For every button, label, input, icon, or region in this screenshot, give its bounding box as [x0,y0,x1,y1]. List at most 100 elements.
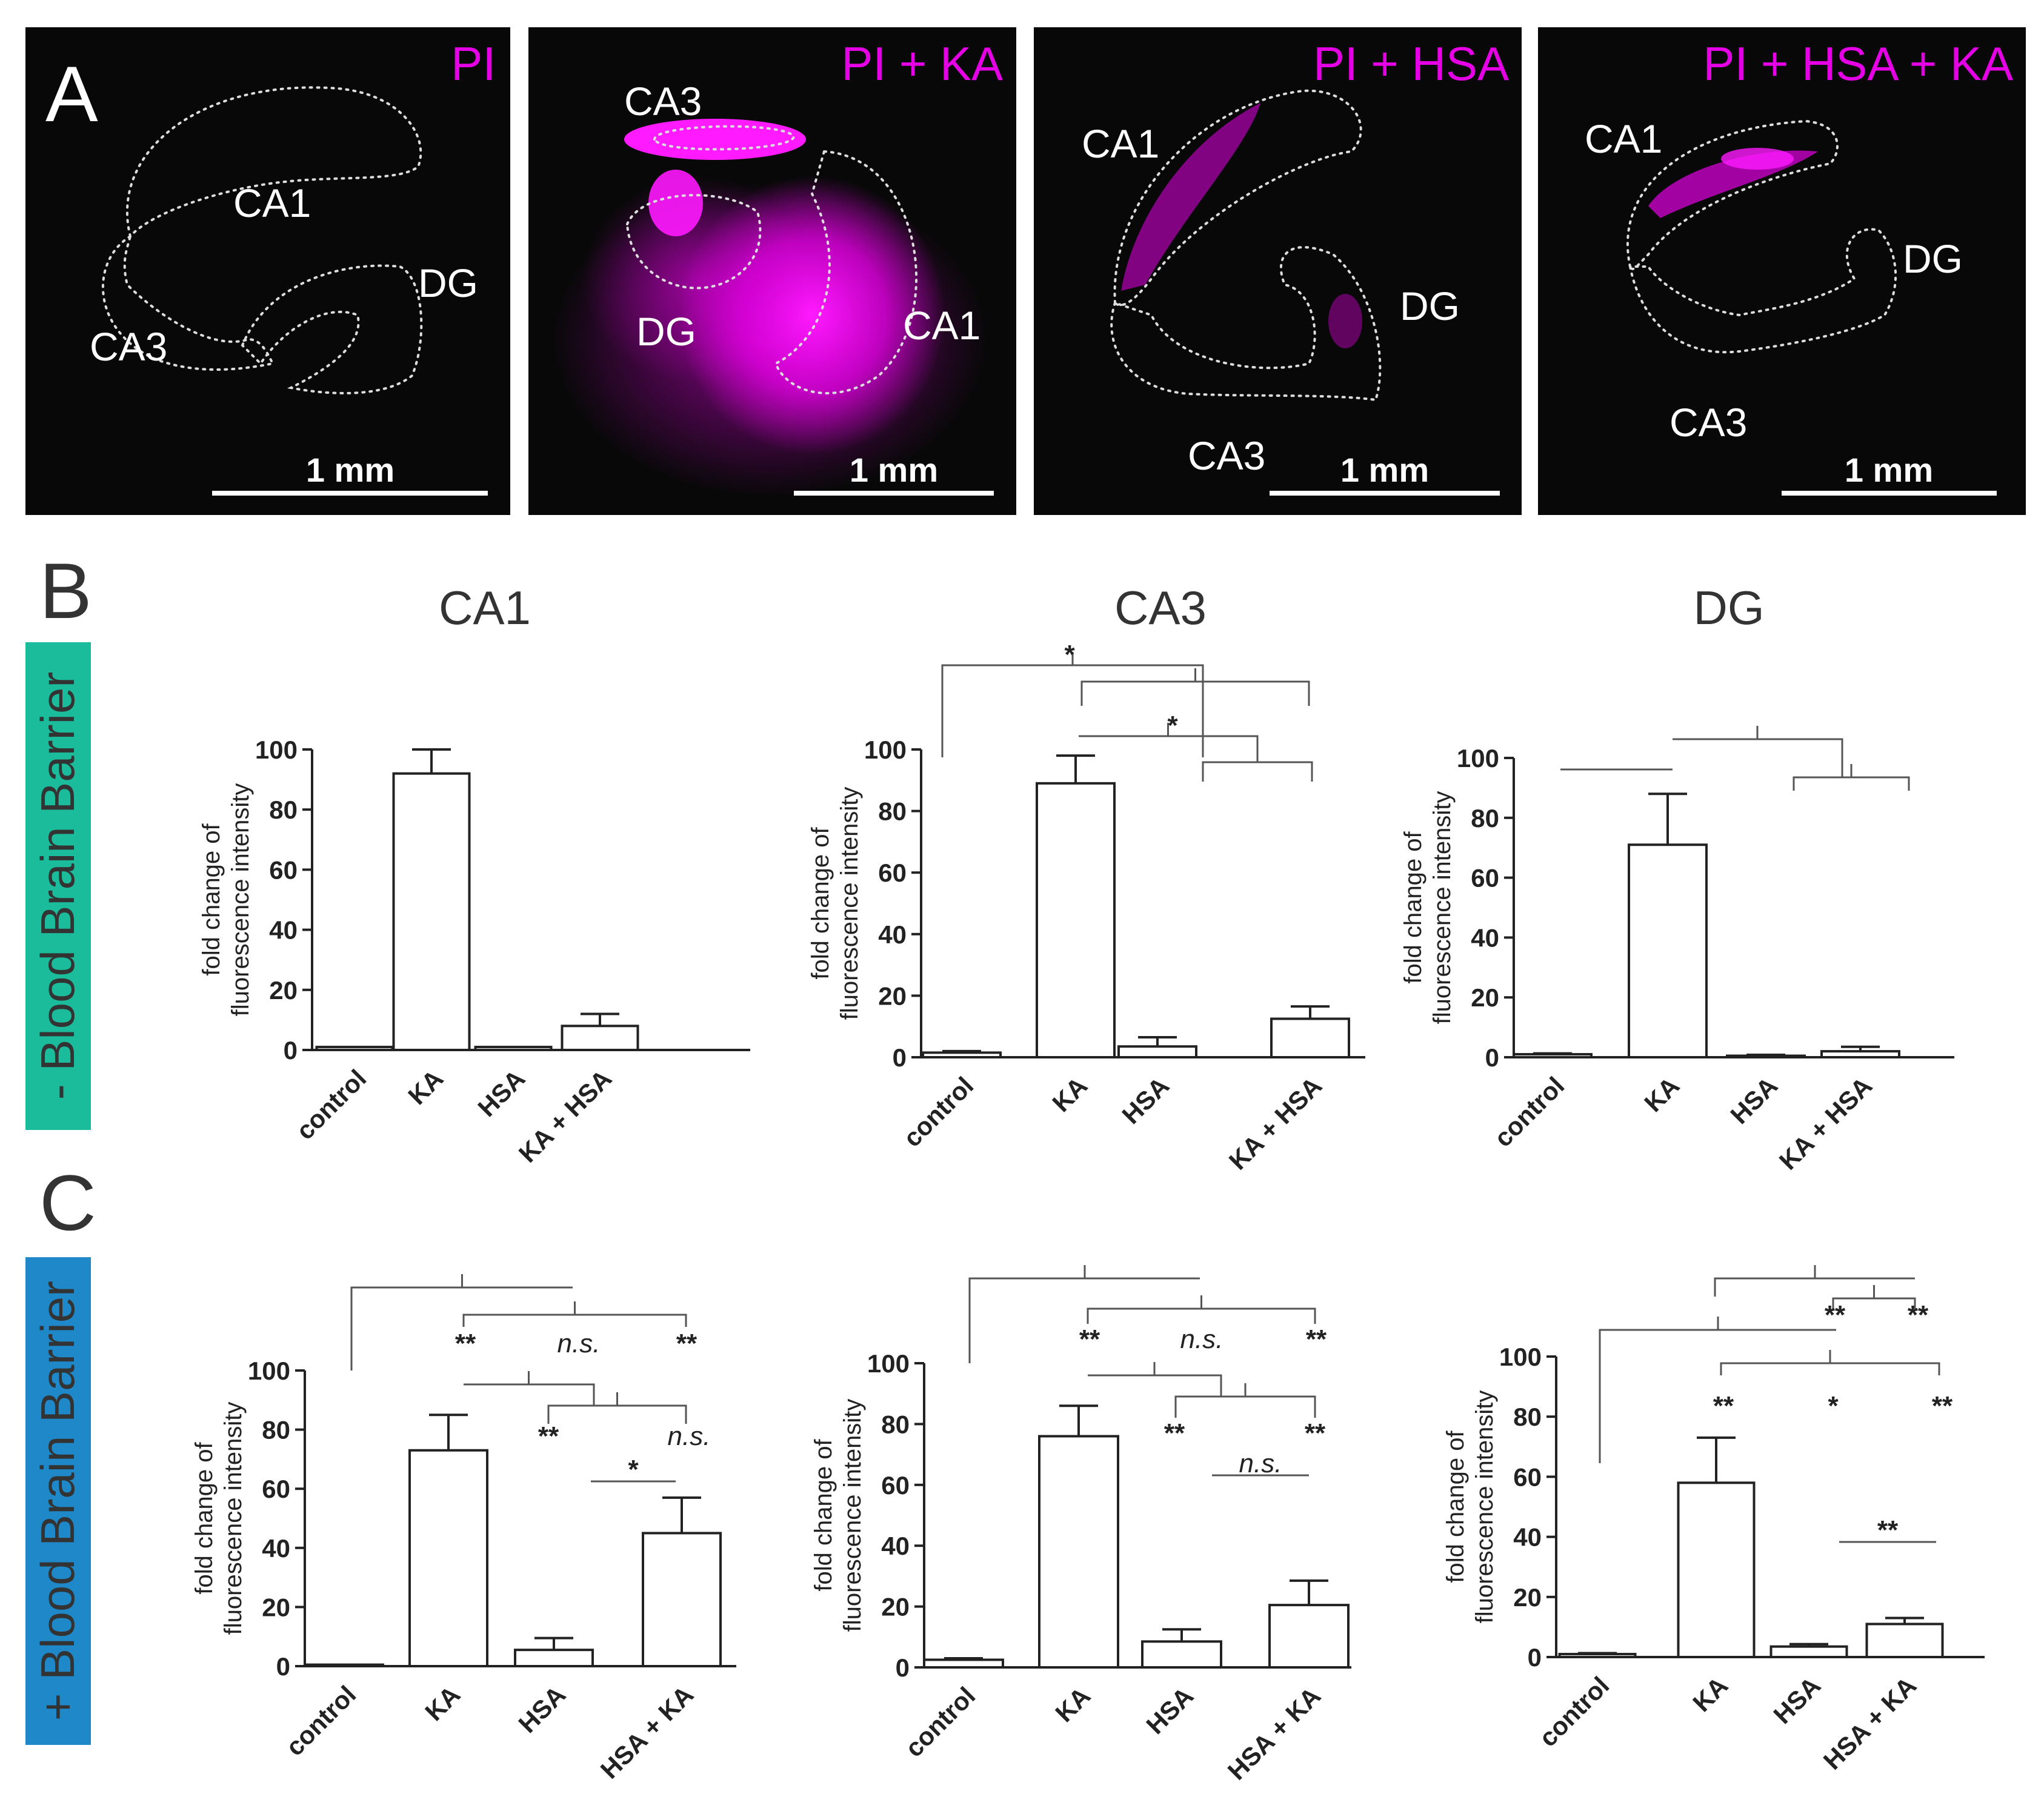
region-label: CA1 [233,181,311,225]
significance-label: n.s. [668,1421,711,1451]
bar [1268,1604,1350,1669]
bar [1865,1623,1944,1658]
image-title: PI [451,37,496,90]
column-title-ca1: CA1 [439,581,531,634]
y-axis-title: fluorescence intensity [1471,1390,1498,1624]
micrograph-pi: PI A CA1 DG CA3 1 mm [25,27,510,515]
significance-label: ** [1908,1300,1929,1330]
y-axis-title: fold change of [1442,1430,1469,1583]
region-label: DG [636,309,696,354]
column-title-dg: DG [1694,581,1765,634]
panel-letter-b: B [39,547,92,635]
scale-bar [1270,491,1500,496]
y-axis-title: fluorescence intensity [227,783,254,1017]
significance-label: ** [1713,1391,1734,1421]
significance-bracket [1673,738,1843,777]
y-tick-label: 20 [881,1593,910,1621]
scale-bar [794,491,994,496]
y-axis-title: fold change of [1400,831,1426,983]
image-title: PI + HSA + KA [1703,37,2013,90]
y-axis-title: fluorescence intensity [836,787,863,1020]
significance-label: ** [1877,1515,1899,1545]
y-tick-label: 100 [1457,744,1499,772]
significance-label: ** [1305,1418,1326,1448]
bbb-label-minus: - Blood Brain Barrier [31,672,84,1100]
y-tick-label: 100 [867,1349,910,1378]
significance-bracket [1714,1277,1915,1297]
significance-bracket [1599,1329,1836,1463]
bbb-band-minus [25,642,91,1130]
bar [561,1025,639,1051]
significance-bracket [350,1286,573,1370]
bar [1820,1050,1900,1058]
micrograph-pi-ka: PI + KA CA3 DG CA1 1 mm [528,27,1016,515]
micrograph-pi-hsa-ka: PI + HSA + KA CA1 DG CA3 1 mm [1538,27,2026,515]
scale-bar [212,491,488,496]
y-tick-label: 100 [248,1357,290,1385]
bar [315,1046,394,1052]
y-tick-label: 40 [878,920,907,949]
y-axis-title: fold change of [191,1441,218,1594]
y-tick-label: 60 [1513,1463,1542,1491]
y-tick-label: 20 [1471,983,1499,1012]
bar [1677,1481,1756,1659]
y-tick-label: 100 [864,736,907,764]
y-tick-label: 0 [1485,1043,1499,1072]
y-tick-label: 60 [269,855,298,884]
y-tick-label: 0 [893,1043,907,1072]
significance-label: * [1064,640,1075,669]
bar [923,1658,1004,1669]
ca1-outline [126,86,422,239]
y-tick-label: 100 [255,736,298,764]
significance-label: ** [1164,1418,1185,1448]
y-tick-label: 80 [1513,1403,1542,1431]
significance-bracket [968,1277,1200,1363]
y-tick-label: 40 [881,1532,910,1560]
y-axis-title: fluorescence intensity [839,1399,866,1632]
bar [474,1046,553,1052]
bar [1270,1017,1350,1058]
significance-label: ** [676,1329,697,1358]
region-label: CA3 [1669,400,1747,445]
region-label: DG [1903,236,1963,281]
micrograph-pi-hsa: PI + HSA CA1 DG CA3 1 mm [1034,27,1522,515]
y-axis-title: fold change of [810,1438,837,1591]
image-title: PI + HSA [1313,37,1509,90]
bar [1769,1645,1848,1658]
image-title: PI + KA [841,37,1003,90]
bar [514,1649,594,1667]
region-label: CA1 [1082,121,1159,166]
panel-letter-c: C [39,1158,96,1247]
scale-label: 1 mm [306,451,394,489]
y-tick-label: 100 [1499,1343,1542,1371]
significance-label: ** [455,1329,476,1358]
y-axis-title: fold change of [198,823,225,975]
column-title-ca3: CA3 [1114,581,1207,634]
y-tick-label: 40 [1471,923,1499,952]
scale-label: 1 mm [1340,451,1429,489]
y-tick-label: 20 [1513,1583,1542,1612]
y-tick-label: 80 [1471,804,1499,832]
y-tick-label: 60 [878,859,907,887]
y-axis-title: fluorescence intensity [1429,791,1456,1025]
significance-label: ** [1079,1324,1100,1354]
bbb-label-plus: + Blood Brain Barrier [31,1281,84,1721]
y-tick-label: 60 [881,1471,910,1500]
y-axis-title: fold change of [807,826,834,979]
bbb-band-plus [25,1257,91,1745]
y-tick-label: 20 [262,1593,290,1621]
y-tick-label: 60 [262,1475,290,1503]
y-tick-label: 80 [269,796,298,824]
scale-label: 1 mm [850,451,938,489]
significance-label: * [1167,711,1178,740]
significance-label: * [1828,1391,1839,1421]
y-tick-label: 80 [262,1416,290,1444]
significance-bracket [464,1383,595,1406]
y-tick-label: 40 [1513,1523,1542,1552]
y-axis-title: fluorescence intensity [220,1402,247,1635]
dg-outline [241,264,423,394]
region-label: DG [418,261,478,305]
y-tick-label: 40 [262,1534,290,1563]
y-tick-label: 0 [284,1036,298,1065]
